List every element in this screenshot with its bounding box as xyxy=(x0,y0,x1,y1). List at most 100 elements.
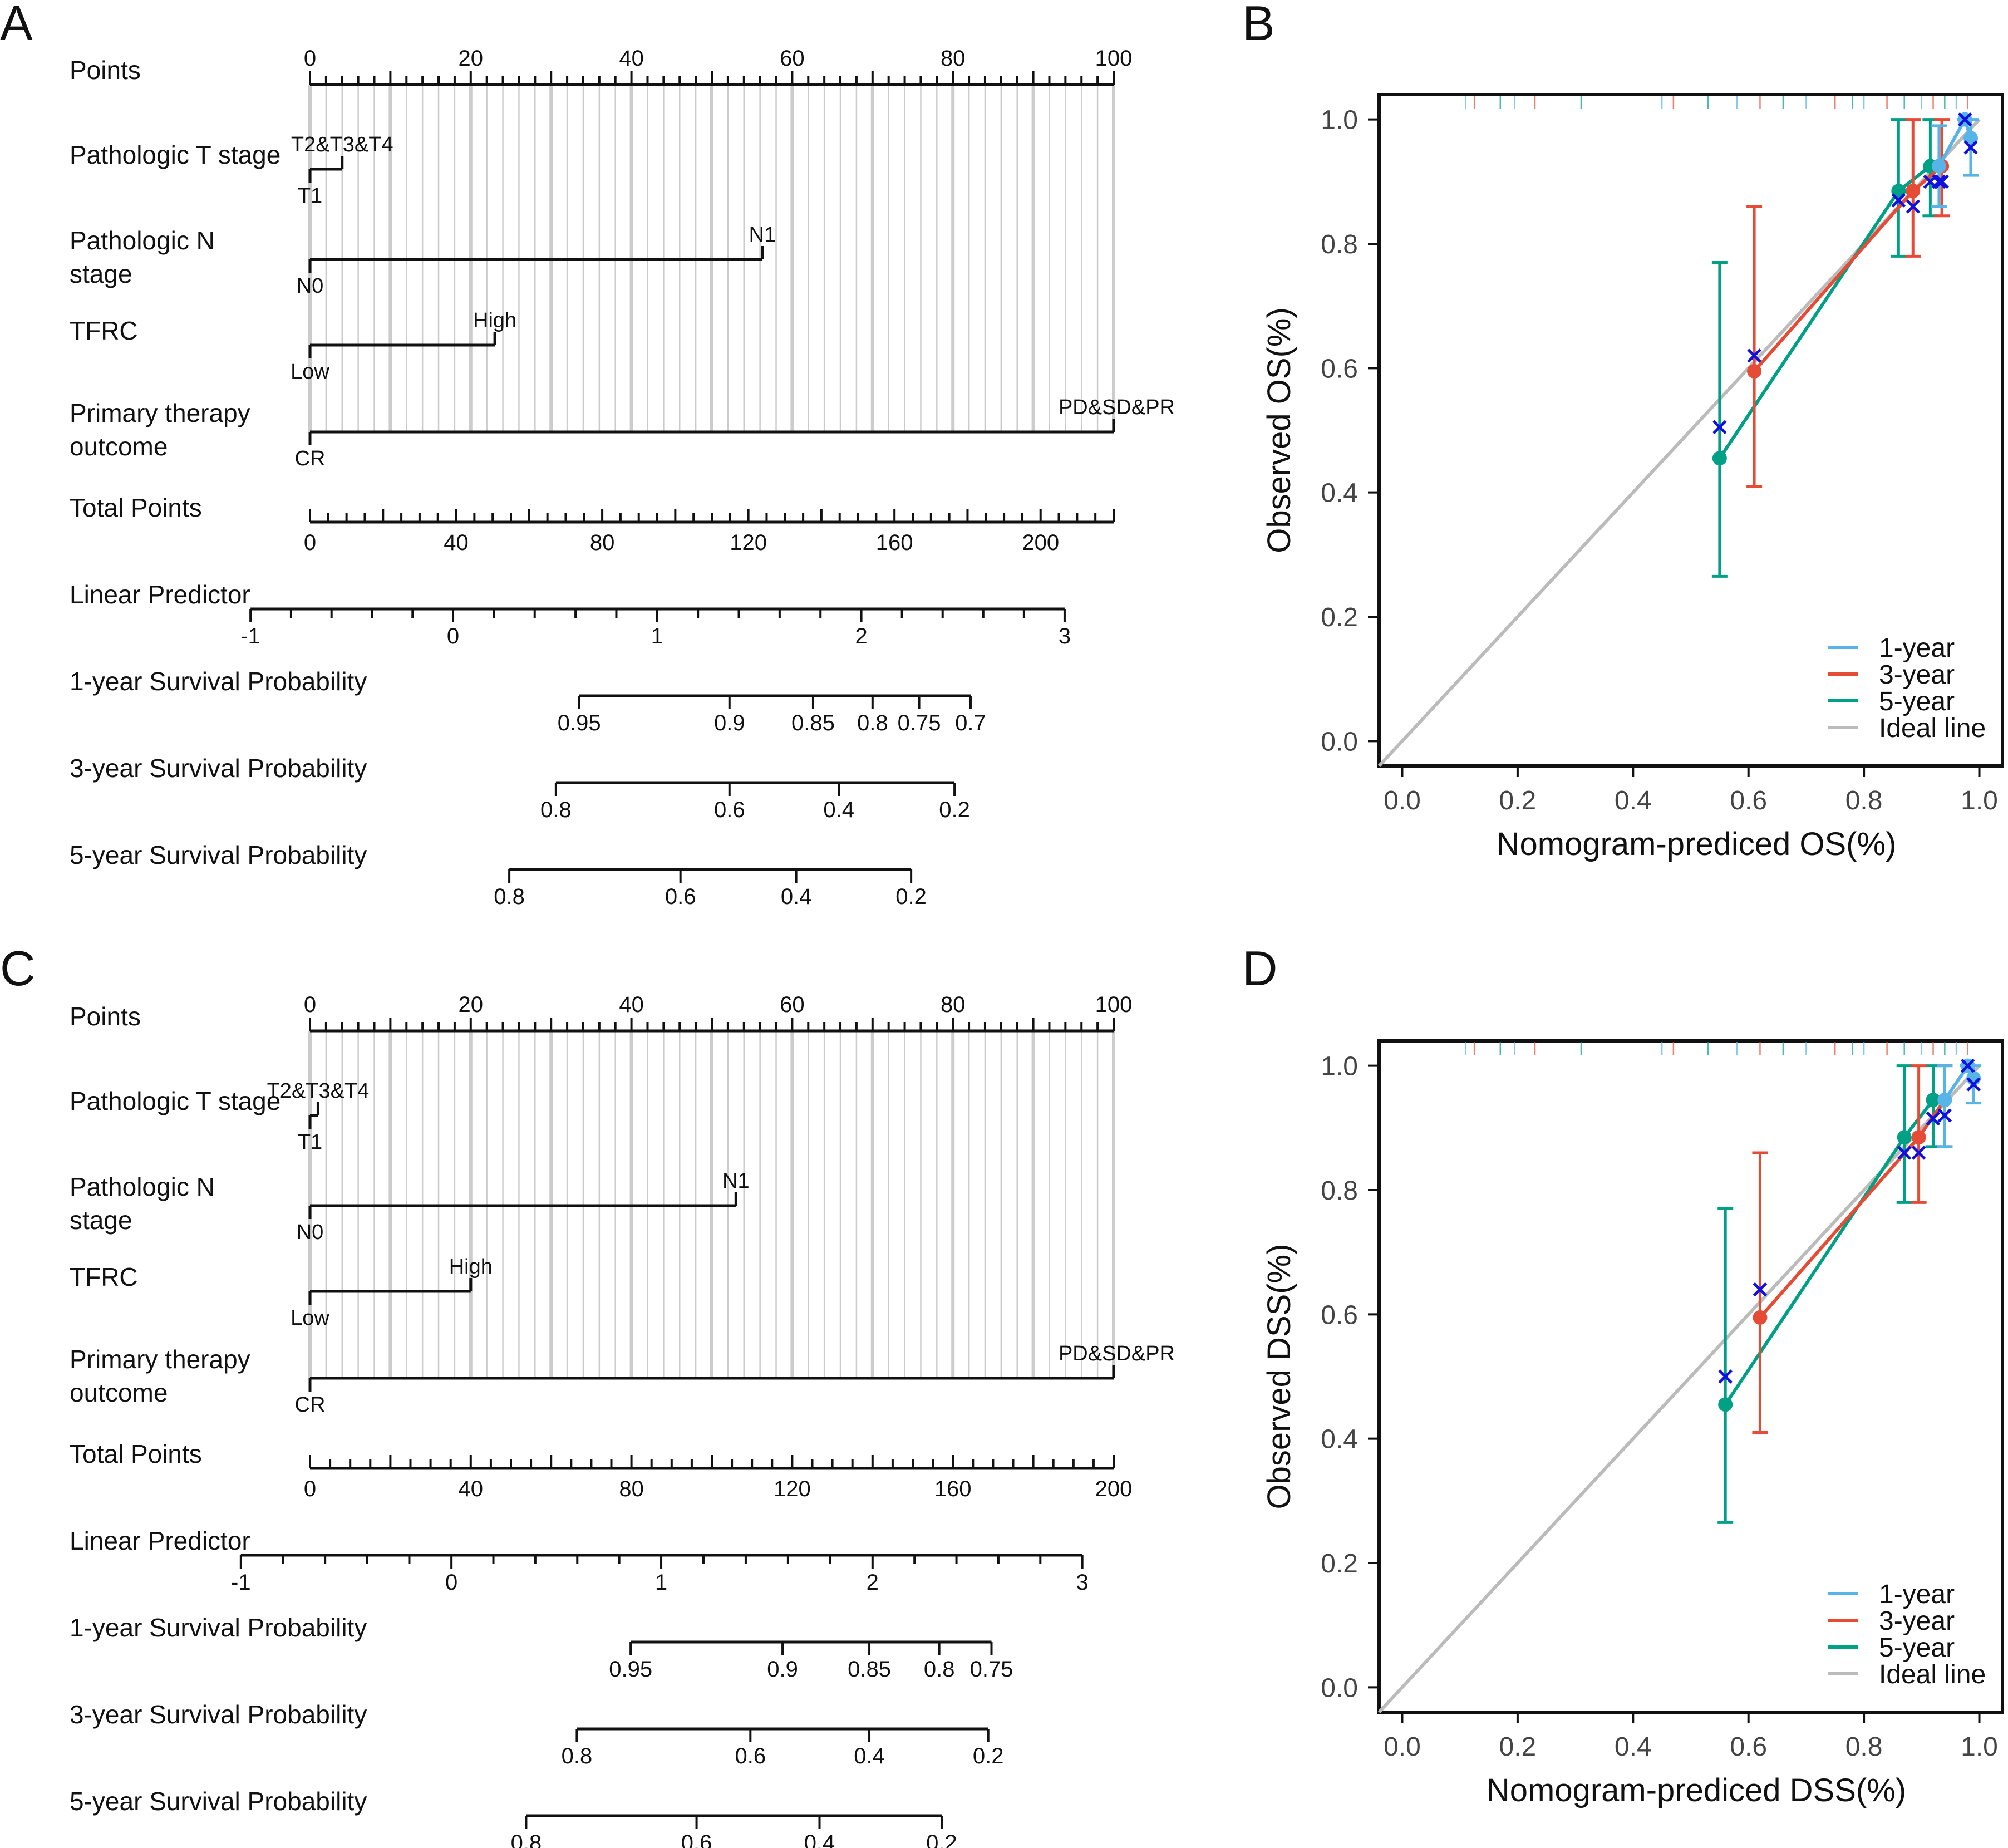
points-tick-label: 80 xyxy=(941,992,966,1017)
observed-marker-5-year xyxy=(1891,193,1906,208)
total-tick-label: 120 xyxy=(730,530,767,555)
scale-tick-label-1-year-survival-probability: 0.95 xyxy=(558,711,601,735)
series-point-3-year xyxy=(1906,184,1921,199)
x-tick-label: 0.6 xyxy=(1730,786,1767,815)
scale-tick-label-linear-predictor: 3 xyxy=(1059,624,1071,648)
scale-tick-label-5-year-survival-probability: 0.6 xyxy=(665,884,696,909)
x-tick-label: 0.8 xyxy=(1845,1732,1883,1762)
factor-level-pathologic-t-stage-0: T1 xyxy=(298,184,322,208)
points-tick-label: 0 xyxy=(304,46,316,71)
scale-tick-label-5-year-survival-probability: 0.6 xyxy=(681,1831,712,1848)
x-axis-title: Nomogram-prediced OS(%) xyxy=(1497,826,1897,862)
points-tick-label: 100 xyxy=(1095,992,1133,1017)
points-tick-label: 40 xyxy=(619,46,644,71)
row-label-total-points: Total Points xyxy=(70,493,202,522)
observed-marker-5-year xyxy=(1923,174,1938,189)
scale-tick-label-5-year-survival-probability: 0.8 xyxy=(494,884,525,909)
y-tick-label: 0.4 xyxy=(1321,1425,1358,1454)
observed-marker-1-year xyxy=(1963,140,1978,155)
total-tick-label: 80 xyxy=(590,530,615,555)
series-point-3-year xyxy=(1753,1310,1768,1325)
factor-level-pathologic-t-stage-0: T1 xyxy=(298,1131,322,1154)
y-tick-label: 0.2 xyxy=(1321,1549,1358,1579)
points-tick-label: 60 xyxy=(780,46,805,71)
scale-tick-label-linear-predictor: 1 xyxy=(651,624,663,648)
y-tick-label: 0.6 xyxy=(1321,354,1358,384)
factor-level-tfrc-1: High xyxy=(473,309,516,332)
scale-tick-label-5-year-survival-probability: 0.2 xyxy=(895,884,927,909)
legend-label-1-year: 1-year xyxy=(1879,633,1955,663)
x-tick-label: 0.2 xyxy=(1499,786,1537,815)
total-tick-label: 160 xyxy=(876,530,913,555)
observed-marker-5-year xyxy=(1718,1369,1733,1384)
panel-label-b: B xyxy=(1242,0,1275,51)
observed-marker-3-year xyxy=(1935,174,1949,189)
scale-tick-label-5-year-survival-probability: 0.4 xyxy=(781,884,812,909)
plot-frame xyxy=(1377,93,2004,768)
scale-tick-label-linear-predictor: 2 xyxy=(867,1570,879,1595)
panel-label-d: D xyxy=(1242,941,1278,996)
row-label-linear-predictor: Linear Predictor xyxy=(70,580,250,609)
row-label-5-year-survival-probability: 5-year Survival Probability xyxy=(70,1787,367,1816)
x-axis-title: Nomogram-prediced DSS(%) xyxy=(1487,1772,1906,1808)
total-tick-label: 0 xyxy=(304,1477,316,1501)
row-label-linear-predictor: Linear Predictor xyxy=(70,1526,250,1555)
observed-marker-3-year xyxy=(1937,1108,1952,1123)
row-label-pathologic-t-stage: Pathologic T stage xyxy=(70,140,280,169)
x-tick-label: 1.0 xyxy=(1961,786,1998,815)
scale-tick-label-3-year-survival-probability: 0.6 xyxy=(714,798,745,822)
panel-label-c: C xyxy=(0,941,36,996)
observed-marker-1-year xyxy=(1966,1077,1981,1092)
row-label-tfrc: TFRC xyxy=(70,316,138,345)
total-tick-label: 0 xyxy=(304,530,316,555)
factor-level-pathologic-t-stage-1: T2&T3&T4 xyxy=(291,133,393,156)
observed-marker-3-year xyxy=(1911,1146,1926,1160)
observed-marker-3-year xyxy=(1906,199,1921,214)
legend-label-3-year: 3-year xyxy=(1879,660,1955,690)
scale-tick-label-3-year-survival-probability: 0.4 xyxy=(823,798,854,822)
calibration-plot-d: 0.0 0.2 0.4 0.6 0.8 1.0 0.0 0.2 0.4 0.6 0.8 1.0 Nomo… xyxy=(1261,1039,2004,1808)
observed-marker-5-year xyxy=(1926,1111,1941,1126)
scale-tick-label-linear-predictor: 0 xyxy=(445,1570,457,1595)
y-tick-label: 0.0 xyxy=(1321,727,1358,756)
y-tick-label: 0.0 xyxy=(1321,1673,1358,1703)
scale-tick-label-3-year-survival-probability: 0.6 xyxy=(735,1744,766,1768)
observed-marker-3-year xyxy=(1747,348,1761,363)
total-tick-label: 40 xyxy=(444,530,469,555)
y-tick-label: 0.6 xyxy=(1321,1300,1358,1330)
total-tick-label: 200 xyxy=(1022,530,1059,555)
total-tick-label: 80 xyxy=(619,1477,644,1501)
row-label-points: Points xyxy=(70,1002,141,1031)
factor-level-primary-therapy-outcome-0: CR xyxy=(295,1393,326,1417)
x-tick-label: 1.0 xyxy=(1961,1732,1998,1762)
y-tick-label: 1.0 xyxy=(1321,106,1358,135)
x-tick-label: 0.8 xyxy=(1845,786,1883,815)
x-tick-label: 0.4 xyxy=(1615,786,1652,815)
y-tick-label: 1.0 xyxy=(1321,1052,1358,1082)
series-point-1-year xyxy=(1963,131,1978,146)
scale-tick-label-1-year-survival-probability: 0.75 xyxy=(898,711,941,735)
y-tick-label: 0.2 xyxy=(1321,603,1358,632)
x-tick-label: 0.2 xyxy=(1499,1732,1537,1762)
row-label-primary-therapy-outcome: Primary therapy outcome xyxy=(70,399,250,461)
factor-level-pathologic-n-stage-0: N0 xyxy=(297,274,324,298)
total-tick-label: 40 xyxy=(459,1477,484,1501)
legend-label-5-year: 5-year xyxy=(1879,687,1955,716)
factor-level-primary-therapy-outcome-1: PD&SD&PR xyxy=(1059,396,1175,419)
series-line-5-year xyxy=(1724,1099,1935,1405)
row-label-3-year-survival-probability: 3-year Survival Probability xyxy=(70,754,367,783)
points-tick-label: 20 xyxy=(459,46,484,71)
observed-marker-5-year xyxy=(1897,1146,1912,1160)
total-tick-label: 200 xyxy=(1095,1477,1133,1501)
scale-tick-label-linear-predictor: 3 xyxy=(1076,1570,1089,1595)
series-point-5-year xyxy=(1718,1397,1733,1412)
legend-label-Ideal line: Ideal line xyxy=(1879,714,1986,743)
scale-tick-label-linear-predictor: -1 xyxy=(231,1570,251,1595)
scale-tick-label-linear-predictor: 1 xyxy=(655,1570,667,1595)
x-tick-label: 0.4 xyxy=(1615,1732,1652,1762)
row-label-5-year-survival-probability: 5-year Survival Probability xyxy=(70,841,367,869)
